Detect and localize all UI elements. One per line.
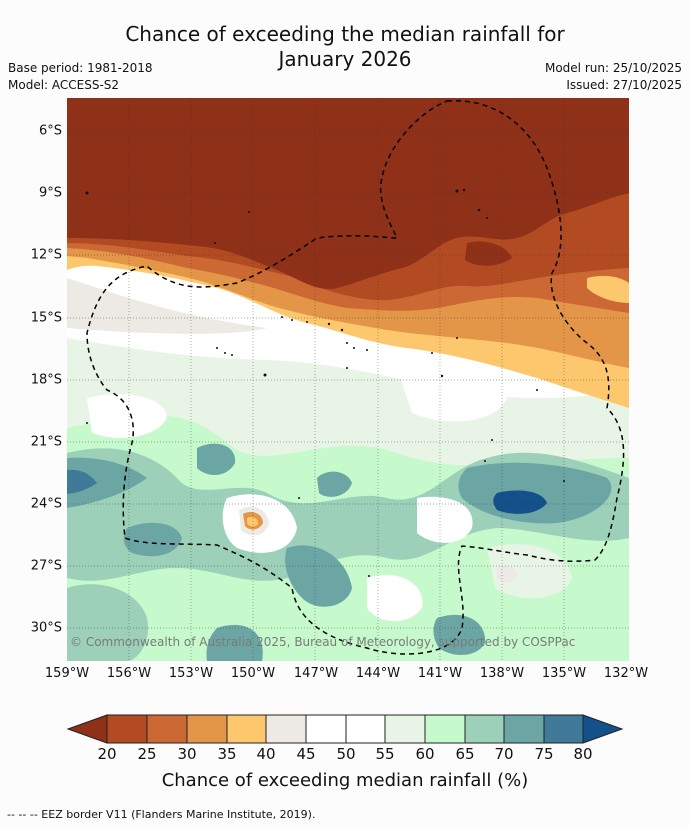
lat-label-30s: 30°S [30, 620, 62, 636]
colorbar-tick-40: 40 [256, 745, 276, 763]
colorbar-tick-70: 70 [494, 745, 514, 763]
model-name: Model: ACCESS-S2 [8, 78, 120, 92]
lon-label-153w: 153°W [168, 666, 214, 681]
model-run: Model run: 25/10/2025 [544, 61, 682, 75]
lat-label-15s: 15°S [30, 310, 62, 326]
colorbar-segment-70-75 [503, 714, 545, 744]
southern-field [67, 278, 629, 661]
colorbar-tick-50: 50 [336, 745, 356, 763]
colorbar-tick-20: 20 [97, 745, 117, 763]
colorbar-segment-20-25 [106, 714, 148, 744]
lat-label-6s: 6°S [38, 123, 62, 139]
lon-label-141w: 141°W [417, 666, 463, 681]
lon-label-159w: 159°W [44, 666, 90, 681]
meta-right: Model run: 25/10/2025 Issued: 27/10/2025 [545, 60, 682, 94]
lat-label-12s: 12°S [30, 247, 62, 263]
lat-label-9s: 9°S [38, 185, 62, 201]
base-period: Base period: 1981-2018 [8, 61, 153, 75]
lat-label-27s: 27°S [30, 558, 62, 574]
lon-label-144w: 144°W [355, 666, 401, 681]
colorbar-tick-75: 75 [534, 745, 554, 763]
map-gridlines [67, 98, 629, 661]
colorbar-low-extension [66, 714, 108, 744]
colorbar-tick-25: 25 [137, 745, 157, 763]
lat-label-18s: 18°S [30, 372, 62, 388]
colorbar-tick-65: 65 [455, 745, 475, 763]
colorbar-tick-80: 80 [573, 745, 593, 763]
colorbar [66, 714, 624, 744]
colorbar-tick-30: 30 [177, 745, 197, 763]
eez-footnote: -- -- -- EEZ border V11 (Flanders Marine… [7, 808, 316, 821]
meta-left: Base period: 1981-2018 Model: ACCESS-S2 [8, 60, 153, 94]
lon-label-132w: 132°W [603, 666, 649, 681]
colorbar-segment-50-55 [345, 714, 386, 744]
colorbar-segment-45-50 [305, 714, 347, 744]
eez-border [86, 99, 625, 655]
colorbar-segment-35-40 [226, 714, 267, 744]
lon-label-156w: 156°W [106, 666, 152, 681]
colorbar-segment-30-35 [186, 714, 228, 744]
colorbar-tick-60: 60 [415, 745, 435, 763]
lon-label-138w: 138°W [479, 666, 525, 681]
lon-label-135w: 135°W [541, 666, 587, 681]
chart-title: Chance of exceeding the median rainfall … [0, 22, 690, 72]
title-line-2: January 2026 [278, 47, 412, 71]
map-credit: © Commonwealth of Australia 2025, Bureau… [70, 635, 575, 649]
islands [85, 188, 565, 577]
colorbar-segment-25-30 [146, 714, 188, 744]
lat-label-21s: 21°S [30, 434, 62, 450]
colorbar-segment-40-45 [265, 714, 307, 744]
colorbar-segment-60-65 [424, 714, 466, 744]
colorbar-segment-65-70 [464, 714, 505, 744]
colorbar-high-extension [582, 714, 624, 744]
lon-label-147w: 147°W [293, 666, 339, 681]
colorbar-tick-35: 35 [217, 745, 237, 763]
colorbar-title: Chance of exceeding median rainfall (%) [161, 770, 529, 791]
lat-label-24s: 24°S [30, 496, 62, 512]
colorbar-tick-45: 45 [296, 745, 316, 763]
colorbar-segment-55-60 [384, 714, 426, 744]
title-line-1: Chance of exceeding the median rainfall … [125, 22, 565, 46]
lon-label-150w: 150°W [230, 666, 276, 681]
map-svg: © Commonwealth of Australia 2025, Bureau… [67, 98, 629, 661]
northern-field [67, 98, 629, 408]
colorbar-segment-75-80 [543, 714, 584, 744]
issued-date: Issued: 27/10/2025 [566, 78, 682, 92]
rainfall-map[interactable]: © Commonwealth of Australia 2025, Bureau… [67, 98, 629, 661]
colorbar-tick-55: 55 [375, 745, 395, 763]
